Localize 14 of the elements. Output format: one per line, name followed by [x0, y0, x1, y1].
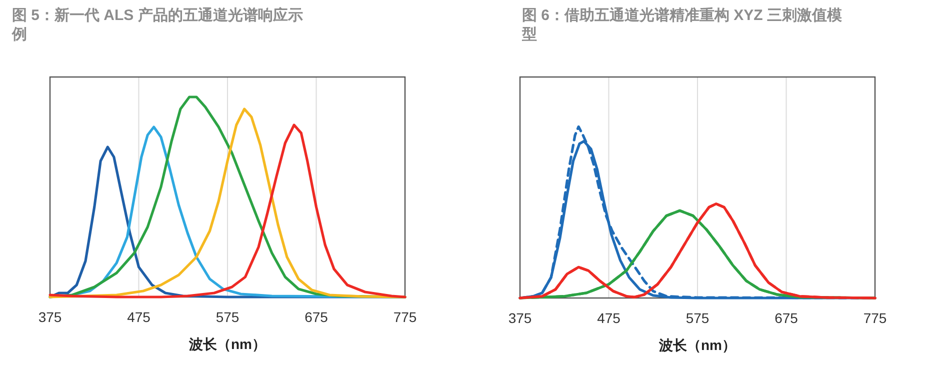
x-tick-label: 475 [127, 309, 151, 325]
x-tick-label: 475 [597, 310, 621, 326]
x-axis-title: 波长（nm） [188, 336, 266, 352]
x-tick-label: 375 [38, 309, 62, 325]
x-tick-label: 675 [774, 310, 798, 326]
chart-title: 图 6：借助五通道光谱精准重构 XYZ 三刺激值模型 [522, 6, 844, 44]
x-tick-label: 575 [686, 310, 710, 326]
x-tick-label: 775 [863, 310, 887, 326]
x-tick-label: 375 [508, 310, 532, 326]
chart-title: 图 5：新一代 ALS 产品的五通道光谱响应示例 [12, 6, 304, 44]
x-tick-label: 775 [393, 309, 417, 325]
x-axis-title: 波长（nm） [658, 337, 736, 353]
x-tick-label: 675 [304, 309, 328, 325]
x-tick-label: 575 [216, 309, 240, 325]
